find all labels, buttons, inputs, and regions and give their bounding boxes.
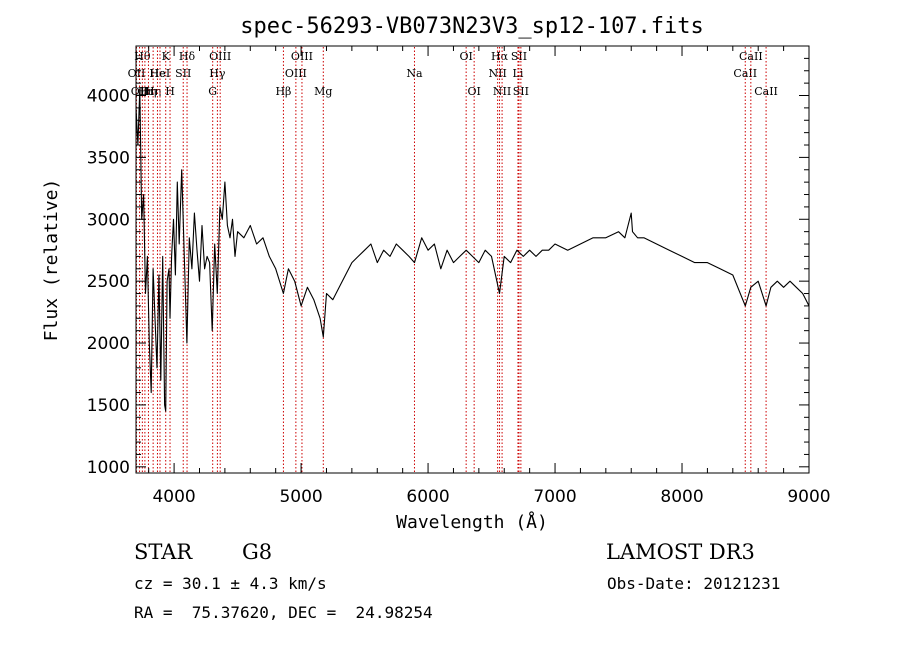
y-axis-label: Flux (relative) [41,179,62,342]
y-tick-label-1: 1500 [87,396,130,416]
y-tick-label-3: 2500 [87,272,130,292]
line-label-24: NII [493,85,511,98]
x-tick-label-1: 5000 [279,487,322,507]
y-tick-label-4: 3000 [87,210,130,230]
line-label-25: Li [513,67,524,80]
y-axis: 1000 1500 2000 2500 3000 3500 4000 [87,57,809,478]
line-label-18: Mg [314,85,332,98]
x-tick-label-0: 4000 [152,487,195,507]
line-label-19: Na [406,67,423,80]
x-tick-label-2: 6000 [406,487,449,507]
line-label-4: Hη [140,85,156,98]
line-label-2: Hθ [134,50,151,63]
line-label-7: HeI [150,67,170,80]
line-label-0: OII [128,67,146,80]
x-axis: 4000 5000 6000 7000 8000 9000 [148,46,831,507]
object-class: STAR [134,540,193,564]
y-tick-label-6: 4000 [87,87,130,107]
x-axis-label: Wavelength (Å) [396,511,548,533]
spectrum-line-0 [135,88,810,412]
line-label-15: Hβ [275,85,291,98]
line-label-12: G [208,85,217,98]
line-label-5: Hη [145,85,161,98]
line-label-11: Hδ [179,50,196,63]
line-label-29: CaII [739,50,763,63]
redshift-velocity: cz = 30.1 ± 4.3 km/s [134,574,327,593]
object-subclass: G8 [242,540,273,564]
line-label-14: OIII [209,50,231,63]
line-label-21: OI [467,85,480,98]
x-tick-label-5: 9000 [787,487,830,507]
line-label-27: SII [513,85,529,98]
sky-coordinates: RA = 75.37620, DEC = 24.98254 [134,603,433,622]
line-label-22: NII [488,67,506,80]
line-label-6: He [149,67,165,80]
line-label-17: OIII [291,50,313,63]
line-label-26: SII [511,50,527,63]
line-label-8: K [162,50,171,63]
line-label-23: Hα [491,50,509,63]
line-label-13: Hγ [209,67,226,80]
emission-line-markers: OIIOIIHθHιHηHηHeHeIKHSIIHδGHγOIIIHβOIIIO… [128,47,778,472]
line-label-3: Hι [138,85,152,98]
line-label-9: H [165,85,175,98]
chart-title: spec-56293-VB073N23V3_sp12-107.fits [240,14,704,39]
line-label-28: CaII [733,67,757,80]
line-label-10: SII [175,67,191,80]
plot-frame [135,45,810,474]
line-label-20: OI [459,50,472,63]
spectrum-series [135,88,810,412]
line-label-16: OIII [285,67,307,80]
y-tick-label-2: 2000 [87,334,130,354]
x-tick-label-4: 8000 [660,487,703,507]
y-tick-label-0: 1000 [87,458,130,478]
y-tick-label-5: 3500 [87,148,130,168]
survey-name: LAMOST DR3 [606,540,755,564]
observation-date: Obs-Date: 20121231 [607,574,781,593]
x-tick-label-3: 7000 [533,487,576,507]
line-label-30: CaII [754,85,778,98]
